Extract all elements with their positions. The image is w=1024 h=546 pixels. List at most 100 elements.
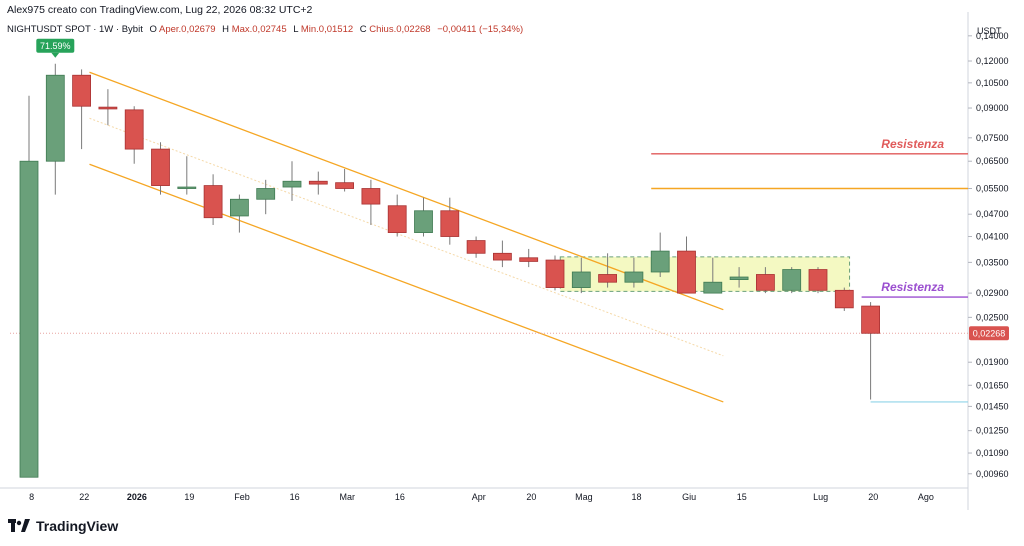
credit-line: Alex975 creato con TradingView.com, Lug …	[7, 4, 313, 16]
candle-bearish	[598, 253, 617, 288]
candle-body	[729, 276, 749, 280]
candle-body	[650, 250, 670, 273]
candle-bearish	[387, 194, 407, 237]
candle-bullish	[256, 179, 276, 215]
candle-body	[519, 257, 539, 262]
candle-body	[203, 185, 223, 219]
low-value: Min.0,01512	[300, 24, 354, 35]
x-tick-label: Giu	[682, 492, 696, 502]
y-tick-label: 0,10500	[976, 78, 1009, 88]
candle-body	[98, 106, 118, 110]
candle-bearish	[466, 236, 486, 258]
candle-body	[414, 210, 433, 233]
channel-mid-line	[89, 117, 724, 357]
y-tick-label: 0,07500	[976, 133, 1009, 143]
candle-bullish	[729, 267, 749, 288]
max-gain-label: 71.59%	[40, 41, 71, 51]
candle-body	[703, 281, 723, 294]
candle-bearish	[203, 174, 223, 225]
candle-bullish	[650, 232, 670, 278]
max-gain-badge-pointer	[51, 52, 60, 58]
x-tick-label: Ago	[918, 492, 934, 502]
x-tick-label: Feb	[234, 492, 250, 502]
candle-body	[19, 160, 39, 478]
candle-bearish	[335, 168, 355, 192]
candle-body	[782, 269, 802, 291]
candle-bullish	[229, 194, 249, 233]
candle-body	[308, 180, 328, 185]
ohlc-legend: NIGHTUSDT SPOT · 1W · Bybit O Aper.0,026…	[7, 24, 523, 35]
open-value: Aper.0,02679	[159, 24, 216, 35]
candle-body	[151, 148, 170, 186]
x-tick-label: Mar	[339, 492, 355, 502]
candle-bearish	[519, 248, 539, 268]
y-tick-label: 0,06500	[976, 156, 1009, 166]
candle-bearish	[151, 142, 170, 195]
x-tick-label: 15	[737, 492, 747, 502]
x-tick-label: 22	[79, 492, 89, 502]
candle-body	[440, 210, 460, 237]
y-tick-label: 0,04100	[976, 232, 1009, 242]
high-value: Max.0,02745	[231, 24, 287, 35]
brand-name: TradingView	[36, 518, 119, 534]
y-tick-label: 0,05500	[976, 184, 1009, 194]
candle-body	[492, 252, 512, 261]
x-tick-label: 20	[868, 492, 878, 502]
candle-bullish	[282, 161, 302, 201]
open-label: O	[149, 24, 157, 35]
candle-bearish	[861, 302, 880, 400]
last-price-label: 0,02268	[973, 328, 1006, 338]
candle-bullish	[19, 95, 39, 478]
x-tick-label: 8	[29, 492, 34, 502]
candle-body	[756, 274, 775, 291]
candle-body	[282, 180, 302, 188]
resistance-label: Resistenza	[881, 137, 944, 151]
x-tick-label: 16	[290, 492, 300, 502]
y-tick-label: 0,01900	[976, 357, 1009, 367]
y-tick-label: 0,04700	[976, 209, 1009, 219]
y-tick-label: 0,14000	[976, 31, 1009, 41]
resistance-label: Resistenza	[881, 280, 944, 294]
candle-body	[808, 269, 828, 291]
candle-bearish	[545, 255, 565, 291]
candle-bearish	[124, 106, 144, 164]
candle-body	[624, 271, 644, 283]
candle-bearish	[440, 197, 460, 245]
candle-body	[545, 259, 565, 288]
candle-body	[861, 305, 880, 334]
currency-label: USDT	[977, 26, 1002, 36]
x-tick-label: 19	[184, 492, 194, 502]
candle-body	[124, 109, 144, 150]
y-tick-label: 0,01090	[976, 448, 1009, 458]
candle-body	[45, 74, 65, 162]
x-tick-label: Mag	[575, 492, 593, 502]
candle-body	[598, 274, 617, 283]
candle-body	[834, 289, 854, 309]
channel-upper-line	[89, 71, 724, 311]
candle-body	[229, 198, 249, 217]
candle-bearish	[98, 89, 118, 126]
y-tick-label: 0,00960	[976, 469, 1009, 479]
candle-bearish	[834, 287, 854, 311]
tradingview-logo-icon	[8, 519, 30, 532]
low-label: L	[293, 24, 299, 35]
y-tick-label: 0,12000	[976, 56, 1009, 66]
x-tick-label: 2026	[127, 492, 147, 502]
candle-bullish	[177, 156, 197, 195]
candle-body	[466, 240, 486, 254]
y-tick-label: 0,01250	[976, 426, 1009, 436]
tradingview-logo[interactable]: TradingView	[8, 518, 118, 534]
candle-bearish	[677, 236, 696, 294]
x-tick-label: 20	[526, 492, 536, 502]
candle-bullish	[414, 197, 433, 237]
candle-bearish	[361, 179, 381, 225]
candle-body	[387, 205, 407, 233]
x-tick-label: 18	[632, 492, 642, 502]
candle-body	[361, 188, 381, 205]
candle-bullish	[703, 257, 723, 294]
candle-bearish	[308, 171, 328, 195]
candle-bearish	[72, 69, 91, 150]
y-tick-label: 0,03500	[976, 257, 1009, 267]
x-tick-label: 16	[395, 492, 405, 502]
